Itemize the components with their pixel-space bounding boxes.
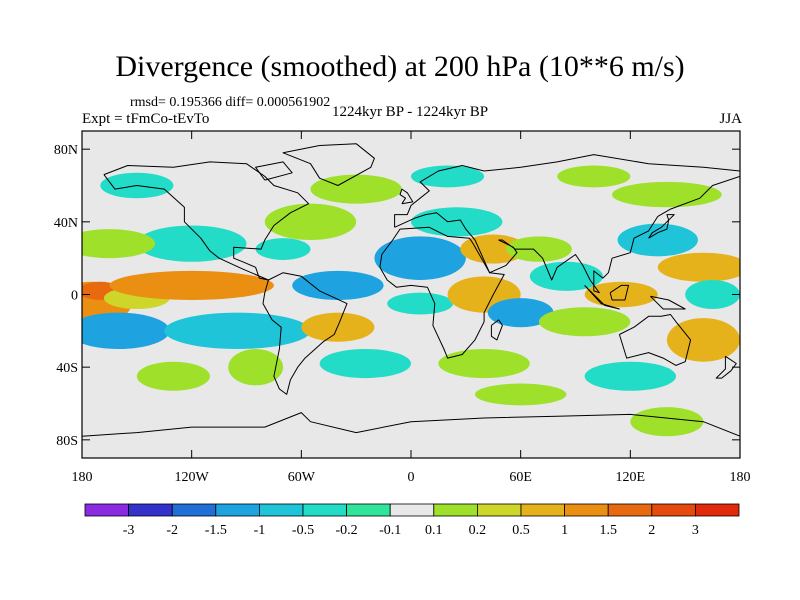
colorbar-label: 2 [648, 523, 655, 538]
field-blob-12 [292, 270, 384, 300]
field-blob-4 [109, 270, 274, 300]
lat-label: 40S [56, 361, 78, 376]
colorbar-swatch [171, 503, 217, 517]
field-blob-7 [82, 229, 156, 259]
field-blob-33 [474, 383, 567, 406]
lon-label: 60E [509, 470, 532, 485]
field-blob-19 [460, 234, 527, 264]
coastline-north-america [103, 161, 310, 281]
coastline-australia [618, 314, 692, 366]
field-blob-14 [319, 349, 411, 379]
field-blob-27 [617, 223, 698, 257]
coastline-sumatra-java [584, 285, 620, 310]
field-blob-6 [136, 225, 247, 262]
colorbar-swatch [564, 503, 609, 517]
coastline-africa [379, 226, 505, 359]
coastline-asia-south [394, 175, 740, 294]
colorbar-swatch [476, 503, 522, 517]
experiment-text: Expt = tFmCo-tEvTo [82, 111, 210, 127]
period-text: 1224kyr BP - 1224kyr BP [331, 104, 489, 120]
field-blob-17 [387, 292, 454, 315]
field-blob-15 [310, 174, 402, 204]
field-blob-31 [584, 361, 677, 391]
coastline-greenland [282, 143, 375, 186]
lat-label: 80S [56, 434, 78, 449]
coastline-japan [648, 214, 675, 239]
colorbar-swatch [258, 503, 304, 517]
field-blob-5 [164, 312, 311, 350]
field-blob-32 [612, 181, 722, 208]
colorbar-label: 0.5 [512, 523, 530, 538]
stats-text: rmsd= 0.195366 diff= 0.000561902 [130, 95, 331, 110]
colorbar-swatch [215, 503, 260, 517]
colorbar-swatch [346, 503, 391, 517]
colorbar-swatch [651, 503, 696, 517]
field-blob-24 [529, 261, 603, 291]
colorbar-swatch [389, 503, 435, 517]
coastlines [82, 143, 740, 437]
field-blob-37 [557, 165, 631, 188]
coastline-south-america [262, 272, 348, 395]
latitude-axis: 80N 40N 0 40S 80S [54, 143, 740, 449]
colorbar-label: 0.1 [425, 523, 443, 538]
field-blob-26 [584, 281, 658, 308]
field-blob-8 [136, 361, 210, 391]
field-blob-9 [228, 349, 284, 386]
lat-label: 80N [54, 143, 78, 158]
colorbar-label: -1.5 [205, 523, 227, 538]
field-blob-28 [657, 252, 740, 282]
chart-title: Divergence (smoothed) at 200 hPa (10**6 … [115, 50, 685, 83]
field-blob-22 [438, 349, 530, 379]
lon-label: 180 [72, 470, 93, 485]
colorbar-label: -2 [166, 523, 178, 538]
colorbar-label: -0.5 [292, 523, 314, 538]
colorbar-swatch [695, 503, 740, 517]
colorbar-label: 3 [692, 523, 699, 538]
colorbar: -3 -2 -1.5 -1 -0.5 -0.2 -0.1 0.1 0.2 0.5 1 1.5 2 3 [84, 503, 740, 538]
colorbar-label: 1 [561, 523, 568, 538]
coastline-europe-asia [394, 154, 740, 228]
lon-label: 120W [175, 470, 210, 485]
colorbar-swatch [520, 503, 565, 517]
field-blob-18 [411, 207, 503, 237]
field-blob-30 [666, 318, 740, 362]
coastline-new-zealand [715, 355, 737, 379]
field-blob-34 [630, 407, 704, 437]
colorbar-swatch [607, 503, 653, 517]
field-blob-11 [255, 238, 311, 260]
colorbar-swatch [302, 503, 347, 517]
coastline-antarctica [82, 412, 740, 437]
field-blob-2 [82, 312, 170, 349]
field-blob-10 [264, 203, 357, 240]
colorbar-swatch [128, 503, 173, 517]
field-blob-25 [538, 307, 631, 337]
field-blob-23 [506, 236, 572, 262]
field-blob-29 [685, 279, 740, 310]
season-text: JJA [719, 111, 742, 127]
colorbar-label: -1 [254, 523, 266, 538]
coastline-borneo [609, 284, 629, 301]
lon-label: 120E [616, 470, 646, 485]
colorbar-label: 1.5 [599, 523, 617, 538]
colorbar-label: -0.1 [379, 523, 401, 538]
lon-label: 0 [408, 470, 415, 485]
coastline-uk [399, 188, 414, 205]
lat-label: 0 [71, 289, 78, 304]
lat-label: 40N [54, 216, 78, 231]
colorbar-label: 0.2 [469, 523, 487, 538]
coastline-new-guinea [650, 295, 686, 310]
lon-label: 60W [288, 470, 316, 485]
lon-label: 180 [730, 470, 751, 485]
field-blob-21 [487, 298, 554, 328]
colorbar-swatch [433, 503, 478, 517]
coastline-baffin [255, 161, 293, 181]
field-blob-16 [374, 236, 466, 280]
longitude-axis: 180 120W 60W 0 60E 120E 180 [72, 131, 751, 485]
colorbar-label: -3 [123, 523, 135, 538]
field-blob-36 [411, 165, 485, 188]
coastline-madagascar [490, 319, 503, 341]
colorbar-swatch [84, 503, 129, 517]
colorbar-label: -0.2 [336, 523, 358, 538]
